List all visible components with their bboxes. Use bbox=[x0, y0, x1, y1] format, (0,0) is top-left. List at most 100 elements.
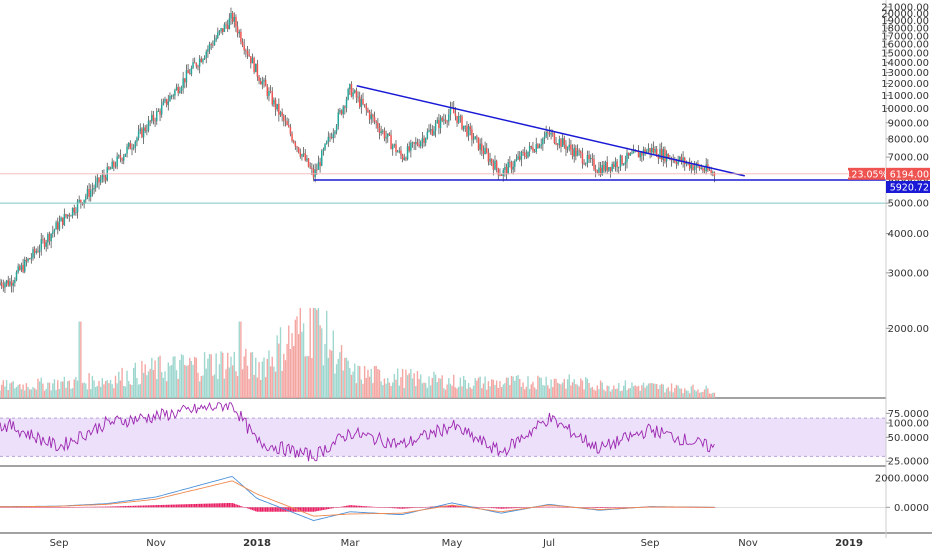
candle-body bbox=[297, 147, 300, 153]
candle-body bbox=[20, 265, 23, 270]
macd-histogram-bar bbox=[71, 507, 74, 508]
volume-bar bbox=[552, 387, 554, 398]
macd-histogram-bar bbox=[624, 507, 627, 508]
volume-bar bbox=[32, 386, 34, 398]
candle-body bbox=[388, 133, 391, 136]
macd-histogram-bar bbox=[360, 505, 363, 508]
macd-histogram-bar bbox=[421, 507, 424, 508]
volume-bar bbox=[342, 370, 344, 398]
macd-histogram-bar bbox=[383, 507, 386, 508]
volume-bar bbox=[433, 371, 435, 398]
macd-histogram-bar bbox=[177, 504, 179, 508]
volume-bar bbox=[264, 377, 267, 398]
macd-histogram-bar bbox=[142, 505, 145, 508]
volume-bar bbox=[527, 376, 529, 398]
candle-body bbox=[319, 162, 321, 166]
volume-bar bbox=[380, 381, 382, 398]
volume-bar bbox=[634, 385, 636, 398]
volume-bar bbox=[131, 385, 133, 398]
candle-body bbox=[241, 41, 244, 46]
volume-bar bbox=[608, 385, 610, 398]
macd-histogram-bar bbox=[7, 507, 9, 508]
candle-body bbox=[165, 99, 168, 105]
volume-bar bbox=[161, 372, 163, 398]
candle-body bbox=[507, 162, 509, 175]
macd-histogram-bar bbox=[255, 507, 257, 512]
candle-body bbox=[439, 117, 442, 129]
volume-bar bbox=[114, 375, 117, 398]
volume-bar bbox=[396, 368, 399, 398]
volume-bar bbox=[421, 383, 424, 398]
time-tick-label: 2019 bbox=[835, 538, 863, 549]
volume-bar bbox=[184, 365, 186, 398]
candle-body bbox=[613, 164, 615, 167]
volume-bar bbox=[524, 389, 526, 398]
candle-body bbox=[160, 104, 163, 115]
candle-body bbox=[401, 155, 404, 160]
price-tick-label: 12000.00 bbox=[881, 79, 929, 90]
candle-body bbox=[60, 217, 62, 222]
macd-histogram-bar bbox=[514, 507, 516, 509]
macd-histogram-bar bbox=[487, 507, 490, 508]
candle-body bbox=[621, 155, 623, 165]
volume-bar bbox=[246, 365, 249, 398]
candle-body bbox=[73, 207, 75, 213]
candle-body bbox=[218, 30, 221, 33]
candle-body bbox=[269, 91, 272, 92]
candle-body bbox=[307, 158, 310, 167]
candle-body bbox=[291, 133, 293, 141]
volume-bar bbox=[543, 385, 546, 398]
macd-histogram-bar bbox=[147, 505, 150, 508]
candle-body bbox=[340, 110, 343, 115]
volume-bar bbox=[297, 334, 300, 398]
volume-bar bbox=[624, 380, 627, 398]
volume-bar bbox=[335, 364, 338, 398]
candle-body bbox=[495, 160, 498, 169]
macd-histogram-bar bbox=[588, 507, 590, 508]
candle-body bbox=[45, 242, 47, 247]
volume-bar bbox=[332, 330, 334, 398]
candle-body bbox=[708, 169, 711, 171]
macd-histogram-bar bbox=[368, 506, 371, 508]
volume-bar bbox=[268, 350, 270, 398]
macd-histogram-bar bbox=[558, 506, 561, 508]
volume-bar bbox=[474, 378, 476, 398]
volume-bar bbox=[467, 382, 470, 398]
candle-body bbox=[94, 181, 97, 189]
macd-axis: 2000.0000 0.0000 bbox=[875, 473, 929, 513]
volume-bar bbox=[497, 387, 499, 398]
candle-body bbox=[43, 239, 46, 247]
candle-body bbox=[560, 139, 562, 147]
macd-histogram-bar bbox=[294, 507, 297, 512]
percent-tag: 123.05% bbox=[845, 167, 888, 180]
time-axis[interactable]: Sep Nov 2018 Mar May Jul Sep Nov 2019 bbox=[50, 538, 863, 549]
macd-histogram-bar bbox=[345, 505, 348, 508]
candle-body bbox=[629, 153, 632, 156]
volume-bar bbox=[667, 387, 669, 398]
volume-bar bbox=[83, 382, 85, 398]
macd-histogram-bar bbox=[81, 506, 84, 508]
candle-body bbox=[301, 154, 303, 157]
candle-body bbox=[24, 259, 26, 272]
macd-histogram-bar bbox=[161, 504, 163, 508]
volume-bar bbox=[222, 352, 224, 398]
volume-bar bbox=[672, 392, 674, 398]
volume-bar bbox=[603, 389, 605, 398]
volume-bar bbox=[550, 379, 552, 398]
candle-body bbox=[75, 212, 77, 213]
candle-body bbox=[193, 62, 196, 64]
rsi-band bbox=[0, 418, 886, 457]
candle-body bbox=[667, 153, 669, 159]
drawing-lines[interactable] bbox=[0, 85, 886, 204]
candle-body bbox=[61, 217, 64, 226]
candle-body bbox=[365, 105, 368, 110]
rsi-tick-label: 50.0000 bbox=[888, 433, 929, 444]
macd-histogram-bar bbox=[350, 505, 353, 508]
macd-histogram-bar bbox=[14, 507, 16, 508]
candle-body bbox=[509, 162, 511, 163]
macd-histogram-bar bbox=[91, 506, 94, 508]
macd-histogram-bar bbox=[545, 506, 547, 508]
macd-histogram-bar bbox=[52, 507, 54, 508]
volume-bar bbox=[515, 375, 518, 398]
